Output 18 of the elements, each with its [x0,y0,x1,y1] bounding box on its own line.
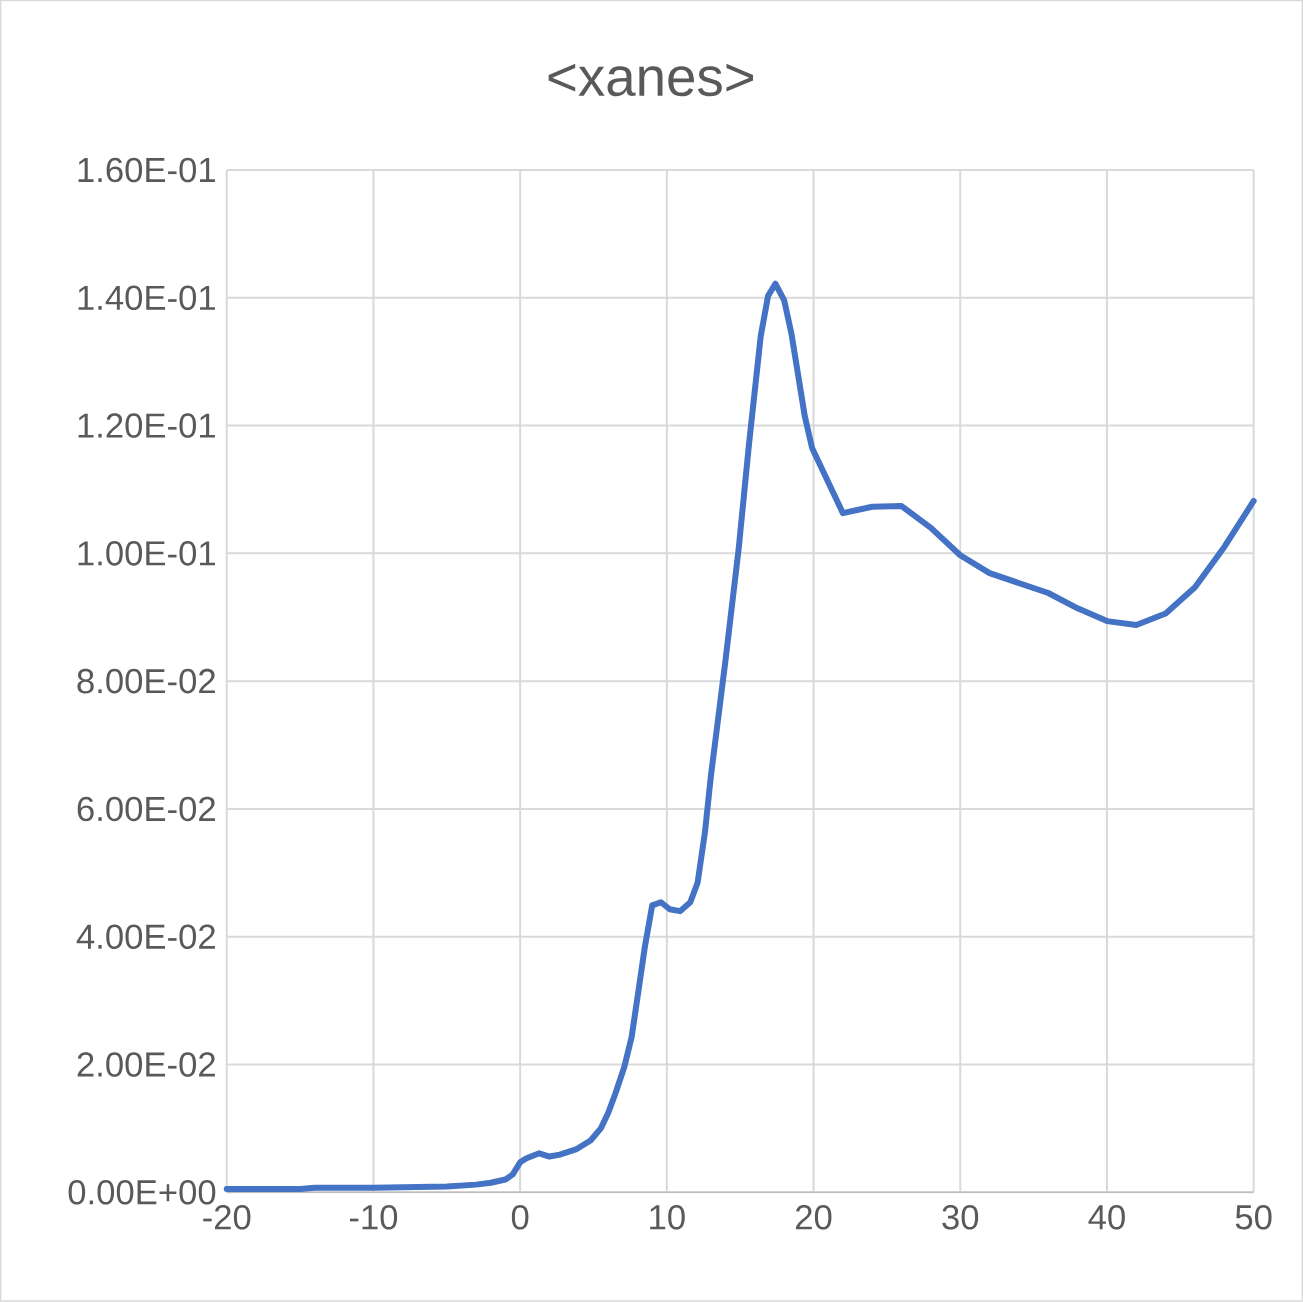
x-tick-label: 10 [650,1205,685,1230]
y-tick-label: 1.60E-01 [78,157,215,183]
y-tick-label: 1.00E-01 [78,541,215,566]
chart-title: <xanes> [548,63,754,97]
x-tick-label: 20 [796,1205,832,1230]
y-tick-label: 8.00E-02 [77,669,215,694]
x-tick-label: -20 [203,1205,251,1230]
x-tick-label: -10 [349,1205,398,1230]
y-tick-label: 2.00E-02 [77,1052,215,1077]
y-tick-label: 4.00E-02 [76,924,215,950]
y-tick-label: 1.20E-01 [78,413,215,439]
y-tick-label: 0.00E+00 [68,1180,216,1205]
x-tick-label: 30 [942,1205,979,1230]
y-tick-label: 6.00E-02 [77,796,215,822]
y-tick-label: 1.40E-01 [78,285,215,311]
x-tick-label: 50 [1235,1205,1272,1230]
x-tick-label: 40 [1088,1205,1125,1230]
x-tick-label: 0 [511,1205,529,1230]
